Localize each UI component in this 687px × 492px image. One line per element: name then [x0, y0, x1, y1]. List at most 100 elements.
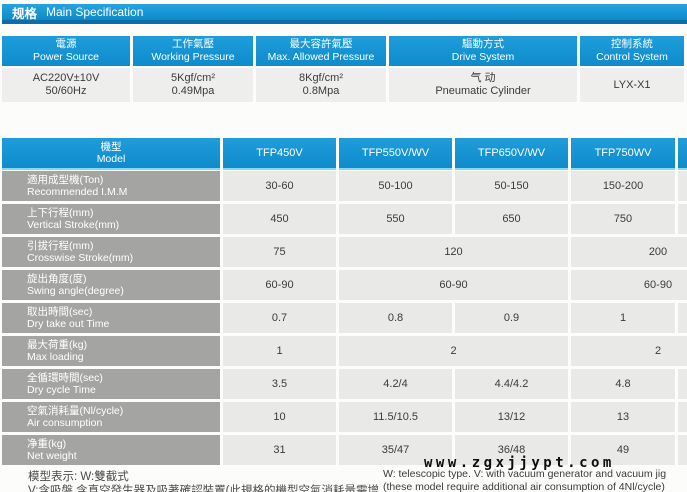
data-cell-clipped	[678, 369, 687, 399]
spec-table-value-row: AC220V±10V 50/60Hz 5Kgf/cm² 0.49Mpa 8Kgf…	[2, 68, 684, 102]
footnote-right-line1: W: telescopic type. V: with vacuum gener…	[383, 468, 667, 480]
row-label-en: Vertical Stroke(mm)	[27, 219, 120, 231]
spec-header-zh: 工作氣壓	[172, 38, 214, 50]
table-row-swing-angle: 旋出角度(度) Swing angle(degree) 60-90 60-90 …	[2, 270, 687, 300]
spec-header-en: Power Source	[33, 51, 99, 63]
spec-header-working-pressure: 工作氣壓 Working Pressure	[133, 36, 253, 66]
spec-header-zh: 控制系統	[611, 38, 653, 50]
spec-value-line2: 0.49Mpa	[171, 85, 215, 97]
data-cell: 450	[223, 204, 336, 234]
spec-header-en: Working Pressure	[151, 51, 235, 63]
spec-header-control-system: 控制系統 Control System	[580, 36, 684, 66]
spec-header-drive-system: 驅動方式 Drive System	[389, 36, 577, 66]
spec-value-line1: LYX-X1	[613, 78, 651, 91]
data-cell: 4.8	[571, 369, 675, 399]
data-cell-clipped	[678, 171, 687, 201]
data-cell: 50-100	[339, 171, 452, 201]
table-row-max-loading: 最大荷重(kg) Max loading 1 2 2	[2, 336, 687, 366]
data-cell: 60-90	[223, 270, 336, 300]
data-cell: 75	[223, 237, 336, 267]
data-cell: 30-60	[223, 171, 336, 201]
row-label-zh: 全循環時間(sec)	[27, 371, 103, 384]
table-row-net-weight: 净重(kg) Net weight 31 35/47 36/48 49	[2, 435, 687, 465]
table-row-dry-cycle-time: 全循環時間(sec) Dry cycle Time 3.5 4.2/4 4.4/…	[2, 369, 687, 399]
data-cell: 36/48	[455, 435, 568, 465]
data-cell: 49	[571, 435, 675, 465]
footnote-right: W: telescopic type. V: with vacuum gener…	[383, 468, 683, 492]
model-header-tfp750wv: TFP750WV	[571, 138, 675, 168]
data-cell-merged: 120	[339, 237, 568, 267]
spec-value-power-source: AC220V±10V 50/60Hz	[2, 68, 130, 102]
spec-header-max-pressure: 最大容許氣壓 Max. Allowed Pressure	[256, 36, 386, 66]
row-label-en: Dry cycle Time	[27, 384, 96, 396]
data-cell-clipped	[678, 204, 687, 234]
footnote-right-line2: (these model require additional air cons…	[383, 481, 665, 492]
row-label-en: Max loading	[27, 351, 84, 363]
row-label-zh: 空氣消耗量(Nl/cycle)	[27, 404, 124, 417]
page-title-zh: 规格	[12, 6, 38, 21]
model-header-label: 機型 Model	[2, 138, 220, 168]
row-label-en: Swing angle(degree)	[27, 285, 124, 297]
row-label: 净重(kg) Net weight	[2, 435, 220, 465]
table-row-vertical-stroke: 上下行程(mm) Vertical Stroke(mm) 450 550 650…	[2, 204, 687, 234]
row-label: 取出時間(sec) Dry take out Time	[2, 303, 220, 333]
spec-value-control-system: LYX-X1	[580, 68, 684, 102]
row-label: 空氣消耗量(Nl/cycle) Air consumption	[2, 402, 220, 432]
row-label-en: Net weight	[27, 450, 77, 462]
footnote-left: 模型表示: W:雙截式 V:含吸盤 含真空發生器及吸著確認裝置(此規格的機型空氣…	[28, 470, 388, 492]
spec-value-line2: 50/60Hz	[45, 85, 87, 97]
data-cell: 35/47	[339, 435, 452, 465]
row-label: 旋出角度(度) Swing angle(degree)	[2, 270, 220, 300]
row-label-en: Crosswise Stroke(mm)	[27, 252, 134, 264]
table-row-recommended-imm: 適用成型機(Ton) Recommended I.M.M 30-60 50-10…	[2, 171, 687, 201]
data-cell: 1	[223, 336, 336, 366]
spec-value-line2: Pneumatic Cylinder	[435, 85, 531, 97]
row-label: 適用成型機(Ton) Recommended I.M.M	[2, 171, 220, 201]
data-cell: 13/12	[455, 402, 568, 432]
model-header-zh: 機型	[100, 140, 122, 153]
data-cell: 4.2/4	[339, 369, 452, 399]
data-cell-clipped	[678, 402, 687, 432]
data-cell: 13	[571, 402, 675, 432]
table-row-air-consumption: 空氣消耗量(Nl/cycle) Air consumption 10 11.5/…	[2, 402, 687, 432]
spec-value-max-pressure: 8Kgf/cm² 0.8Mpa	[256, 68, 386, 102]
data-cell: 0.9	[455, 303, 568, 333]
row-label-zh: 引拔行程(mm)	[27, 239, 94, 252]
spec-header-en: Max. Allowed Pressure	[267, 51, 375, 63]
page-title-bar: 规格 Main Specification	[2, 4, 687, 24]
model-table-header-row: 機型 Model TFP450V TFP550V/WV TFP650V/WV T…	[2, 138, 687, 168]
spec-header-zh: 驅動方式	[462, 38, 504, 50]
data-cell: 1	[571, 303, 675, 333]
data-cell-merged: 2	[339, 336, 568, 366]
spec-table-header-row: 電源 Power Source 工作氣壓 Working Pressure 最大…	[2, 36, 684, 66]
data-cell: 750	[571, 204, 675, 234]
row-label-en: Recommended I.M.M	[27, 186, 128, 198]
table-row-dry-take-out-time: 取出時間(sec) Dry take out Time 0.7 0.8 0.9 …	[2, 303, 687, 333]
row-label: 引拔行程(mm) Crosswise Stroke(mm)	[2, 237, 220, 267]
row-label: 全循環時間(sec) Dry cycle Time	[2, 369, 220, 399]
row-label-zh: 最大荷重(kg)	[27, 338, 88, 351]
table-row-crosswise-stroke: 引拔行程(mm) Crosswise Stroke(mm) 75 120 200	[2, 237, 687, 267]
data-cell: 3.5	[223, 369, 336, 399]
data-cell: 31	[223, 435, 336, 465]
spec-header-zh: 電源	[55, 38, 77, 50]
row-label: 最大荷重(kg) Max loading	[2, 336, 220, 366]
spec-value-line1: 8Kgf/cm²	[298, 72, 343, 84]
footnote-left-line2: V:含吸盤 含真空發生器及吸著確認裝置(此規格的機型空氣消耗量需增加4Nl/cy…	[28, 485, 379, 492]
spec-value-working-pressure: 5Kgf/cm² 0.49Mpa	[133, 68, 253, 102]
spec-header-en: Control System	[596, 51, 668, 63]
data-cell: 650	[455, 204, 568, 234]
row-label-en: Air consumption	[27, 417, 103, 429]
data-cell-clipped	[678, 435, 687, 465]
row-label: 上下行程(mm) Vertical Stroke(mm)	[2, 204, 220, 234]
model-header-en: Model	[96, 153, 126, 165]
data-cell-merged: 2	[571, 336, 687, 366]
data-cell-merged: 60-90	[339, 270, 568, 300]
spec-header-zh: 最大容許氣壓	[289, 38, 353, 50]
watermark-url: www.zgxjjypt.com	[424, 455, 615, 471]
data-cell-clipped	[678, 303, 687, 333]
spec-value-line1: AC220V±10V	[32, 72, 100, 84]
footnote-left-line1: 模型表示: W:雙截式	[28, 471, 129, 483]
row-label-zh: 旋出角度(度)	[27, 272, 87, 285]
